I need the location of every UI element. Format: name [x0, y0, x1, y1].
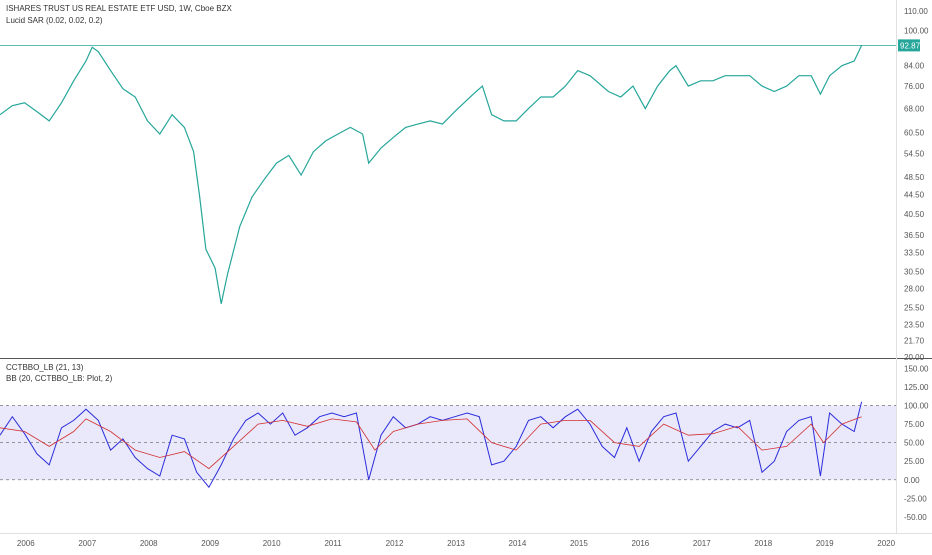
time-axis-tick-label: 2008	[140, 539, 158, 548]
price-axis-tick-label: 28.00	[904, 285, 925, 294]
price-axis-tick-label: 23.50	[904, 320, 925, 329]
price-axis-tick-label: 48.50	[904, 173, 925, 182]
time-axis-tick-label: 2015	[570, 539, 588, 548]
price-axis-tick-label: 68.00	[904, 105, 925, 114]
oscillator-axis-tick-label: 125.00	[904, 383, 929, 392]
oscillator-axis-tick-label: 25.00	[904, 457, 925, 466]
oscillator-axis-tick-label: 100.00	[904, 402, 929, 411]
time-axis-tick-label: 2007	[78, 539, 96, 548]
bb-label: BB (20, CCTBBO_LB: Plot, 2)	[6, 374, 113, 383]
time-axis-tick-label: 2009	[201, 539, 219, 548]
price-series-line	[0, 45, 863, 304]
price-axis-tick-label: 100.00	[904, 26, 929, 35]
oscillator-axis-tick-label: 50.00	[904, 439, 925, 448]
oscillator-axis-tick-label: 150.00	[904, 364, 929, 373]
time-axis-tick-label: 2019	[816, 539, 834, 548]
price-axis-tick-label: 54.50	[904, 150, 925, 159]
time-axis-tick-label: 2017	[693, 539, 711, 548]
price-axis-tick-label: 110.00	[904, 7, 928, 16]
oscillator-axis-tick-label: 75.00	[904, 420, 925, 429]
time-axis-tick-label: 2010	[263, 539, 281, 548]
last-price-tag-label: 92.87	[900, 41, 921, 50]
lucid-sar-label: Lucid SAR (0.02, 0.02, 0.2)	[6, 16, 103, 25]
oscillator-axis-tick-label: -50.00	[904, 513, 927, 522]
price-axis-tick-label: 25.50	[904, 304, 925, 313]
price-axis-tick-label: 21.70	[904, 336, 925, 345]
price-axis-tick-label: 40.50	[904, 210, 925, 219]
time-axis-tick-label: 2014	[509, 539, 527, 548]
price-axis-tick-label: 60.50	[904, 128, 925, 137]
price-axis-tick-label: 33.50	[904, 248, 925, 257]
price-axis-tick-label: 20.00	[904, 353, 925, 362]
time-axis-tick-label: 2012	[386, 539, 404, 548]
price-axis-tick-label: 76.00	[904, 82, 925, 91]
last-price-tag	[898, 39, 920, 52]
time-axis-tick-label: 2006	[17, 539, 35, 548]
price-axis-tick-label: 44.50	[904, 191, 925, 200]
time-axis-tick-label: 2016	[631, 539, 649, 548]
time-axis-tick-label: 2020	[877, 539, 895, 548]
price-axis-tick-label: 30.50	[904, 267, 925, 276]
time-axis-tick-label: 2013	[447, 539, 465, 548]
price-axis-tick-label: 36.50	[904, 231, 925, 240]
price-axis-tick-label: 84.00	[904, 62, 925, 71]
time-axis-tick-label: 2018	[754, 539, 772, 548]
bb-series-line	[0, 416, 862, 470]
symbol-title: ISHARES TRUST US REAL ESTATE ETF USD, 1W…	[6, 4, 232, 13]
cctbbo-series-line	[0, 401, 863, 489]
cctbbo-label: CCTBBO_LB (21, 13)	[6, 363, 84, 372]
oscillator-axis-tick-label: -25.00	[904, 494, 927, 503]
oscillator-axis-tick-label: 0.00	[904, 476, 920, 485]
time-axis-tick-label: 2011	[324, 539, 342, 548]
